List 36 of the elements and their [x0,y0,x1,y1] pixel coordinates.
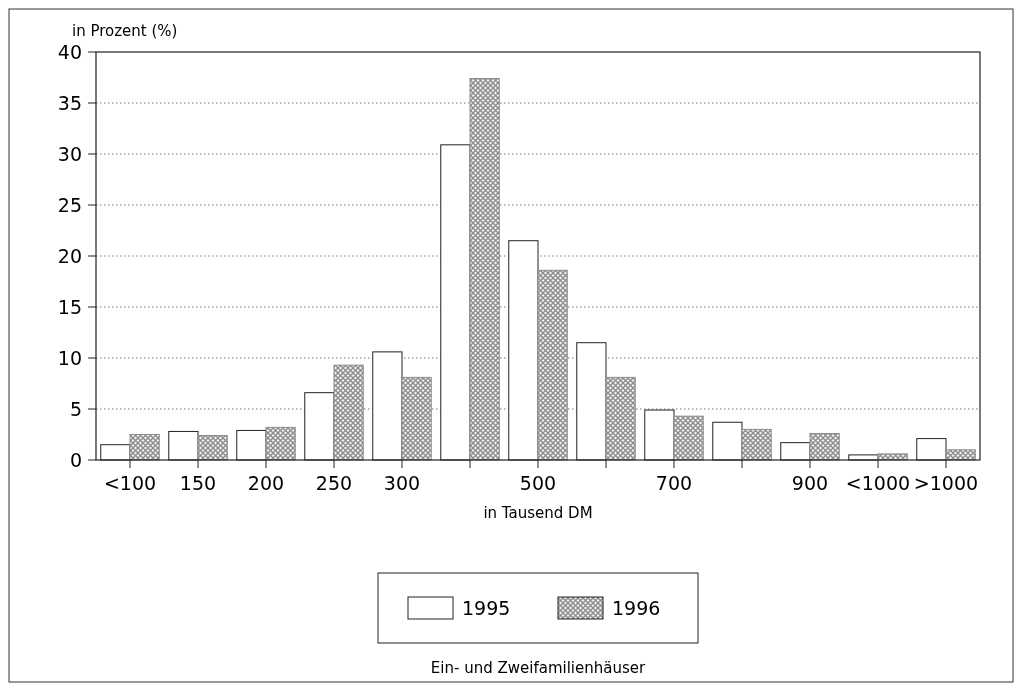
bar [537,269,568,461]
bar [673,415,704,461]
x-tick-label: 500 [519,472,557,494]
x-tick-label: 900 [791,472,829,494]
y-tick-label: 20 [57,244,82,267]
x-tick-label: >1000 [913,472,979,494]
y-tick-label: 40 [57,40,82,63]
x-tick-label: <1000 [845,472,911,494]
x-tick-label: 250 [315,472,353,494]
y-tick-label: 25 [57,193,82,216]
text: Ein- und Zweifamilienhäuser [430,659,646,677]
y-tick-label: 0 [69,448,82,471]
y-tick-label: 30 [57,142,82,165]
x-axis-title: in Tausend DM [483,504,593,522]
x-tick-label: 200 [247,472,285,494]
y-tick-label: 35 [57,91,82,114]
legend-label: 1995 [462,596,511,619]
bar [809,432,840,461]
y-axis-title: in Prozent (%) [72,22,178,40]
bar [265,426,296,461]
y-tick-label: 15 [57,295,82,318]
y-tick-label: 10 [57,346,82,369]
x-tick-label: <100 [103,472,157,494]
bar [197,435,228,461]
y-tick-label: 5 [69,397,82,420]
bar [129,434,160,461]
bar [741,428,772,461]
x-tick-label: 300 [383,472,421,494]
bar [945,449,976,461]
bar [605,376,636,461]
bar [401,376,432,461]
bar [469,78,500,461]
x-tick-label: 150 [179,472,217,494]
legend-label: 1996 [612,596,661,619]
bar [333,364,364,461]
x-tick-label: 700 [655,472,693,494]
